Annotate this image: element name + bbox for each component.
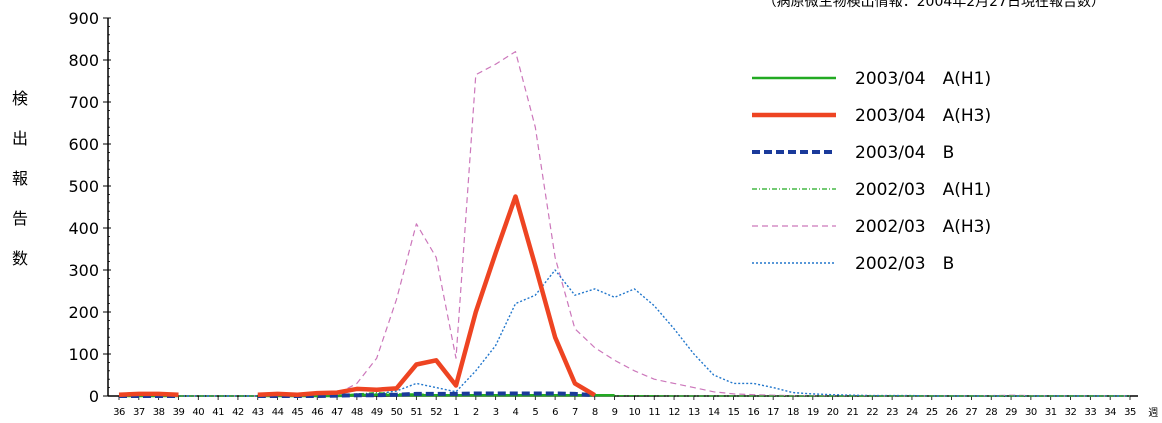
x-tick-label: 15: [728, 407, 740, 418]
x-tick-label: 48: [351, 407, 363, 418]
x-tick-label: 43: [252, 407, 264, 418]
x-tick-label: 38: [153, 407, 165, 418]
x-ticks: 36 37 38 39 40 41 42 43 44 45 46 47 48 49 50 51 52 1 2 3 4 5 6…: [113, 396, 1159, 419]
legend-label: 2003/04 A(H1): [855, 69, 991, 89]
x-tick-label: 50: [391, 407, 403, 418]
x-tick-label: 17: [767, 407, 779, 418]
x-tick-label: 30: [1025, 407, 1037, 418]
y-ticks: 0 100 200 300 400 500 600 700 800 900: [68, 9, 111, 406]
series-line-0: [257, 393, 615, 398]
y-tick-label: 0: [89, 387, 99, 406]
x-tick-label: 27: [966, 407, 978, 418]
y-label-char: 検: [12, 89, 28, 108]
legend-label: 2002/03 A(H3): [855, 217, 991, 237]
y-tick-label: 900: [68, 9, 99, 28]
x-tick-label: 2: [473, 407, 479, 418]
x-tick-label: 21: [847, 407, 859, 418]
x-tick-label: 22: [866, 407, 878, 418]
x-tick-label: 19: [807, 407, 819, 418]
x-tick-label: 28: [985, 407, 997, 418]
x-tick-label: 49: [371, 407, 383, 418]
x-tick-label: 16: [747, 407, 759, 418]
x-tick-label: 10: [629, 407, 641, 418]
x-tick-label: 37: [133, 407, 145, 418]
y-tick-label: 200: [68, 303, 99, 322]
chart-note: （病原微生物検出情報：2004年2月27日現在報告数）: [763, 0, 1105, 10]
y-tick-label: 600: [68, 135, 99, 154]
x-tick-label: 44: [272, 407, 284, 418]
y-tick-label: 400: [68, 219, 99, 238]
x-tick-label: 26: [946, 407, 958, 418]
x-tick-label: 41: [212, 407, 224, 418]
x-tick-label: 29: [1005, 407, 1017, 418]
x-tick-label: 7: [572, 407, 578, 418]
legend-label: 2003/04 A(H3): [855, 106, 991, 126]
x-tick-label: 36: [113, 407, 125, 418]
x-tick-label: 46: [311, 407, 323, 418]
x-tick-label: 3: [493, 407, 499, 418]
x-tick-label: 1: [453, 407, 459, 418]
x-tick-label: 13: [688, 407, 700, 418]
x-tick-label: 47: [331, 407, 343, 418]
series-line-5: [119, 269, 1130, 397]
series-line-1: [118, 391, 179, 397]
series-line-1: [257, 194, 596, 398]
y-label-char: 出: [12, 129, 28, 148]
x-tick-label: 31: [1045, 407, 1057, 418]
x-tick-label: 5: [532, 407, 538, 418]
series-line-3: [119, 392, 1130, 397]
series-lines: [118, 50, 1130, 398]
x-tick-label: 39: [173, 407, 185, 418]
x-tick-label: 6: [552, 407, 558, 418]
x-tick-label: 32: [1065, 407, 1077, 418]
x-axis-label: 週: [1148, 407, 1158, 419]
x-tick-label: 45: [292, 407, 304, 418]
legend-label: 2003/04 B: [855, 143, 954, 163]
x-tick-label: 33: [1084, 407, 1096, 418]
x-tick-label: 14: [708, 407, 720, 418]
x-tick-label: 52: [430, 407, 442, 418]
x-tick-label: 4: [513, 407, 519, 418]
y-tick-label: 800: [68, 51, 99, 70]
y-label-char: 数: [12, 249, 28, 268]
y-tick-label: 500: [68, 177, 99, 196]
x-tick-label: 24: [906, 407, 918, 418]
y-tick-label: 700: [68, 93, 99, 112]
x-tick-label: 25: [926, 407, 938, 418]
x-tick-label: 42: [232, 407, 244, 418]
x-tick-label: 11: [648, 407, 660, 418]
y-tick-label: 100: [68, 345, 99, 364]
y-tick-label: 300: [68, 261, 99, 280]
y-label-char: 報: [12, 169, 28, 188]
series-line-2: [257, 391, 595, 398]
x-tick-label: 34: [1104, 407, 1116, 418]
x-tick-label: 23: [886, 407, 898, 418]
x-tick-label: 35: [1124, 407, 1136, 418]
legend-label: 2002/03 A(H1): [855, 180, 991, 200]
legend: 2003/04 A(H1) 2003/04 A(H3) 2003/04 B 2002/…: [752, 69, 991, 274]
x-tick-label: 51: [410, 407, 422, 418]
x-tick-label: 8: [592, 407, 598, 418]
y-label-char: 告: [12, 209, 28, 228]
legend-label: 2002/03 B: [855, 254, 954, 274]
x-tick-label: 18: [787, 407, 799, 418]
x-tick-label: 12: [668, 407, 680, 418]
x-tick-label: 20: [827, 407, 839, 418]
x-tick-label: 40: [192, 407, 204, 418]
x-tick-label: 9: [612, 407, 618, 418]
